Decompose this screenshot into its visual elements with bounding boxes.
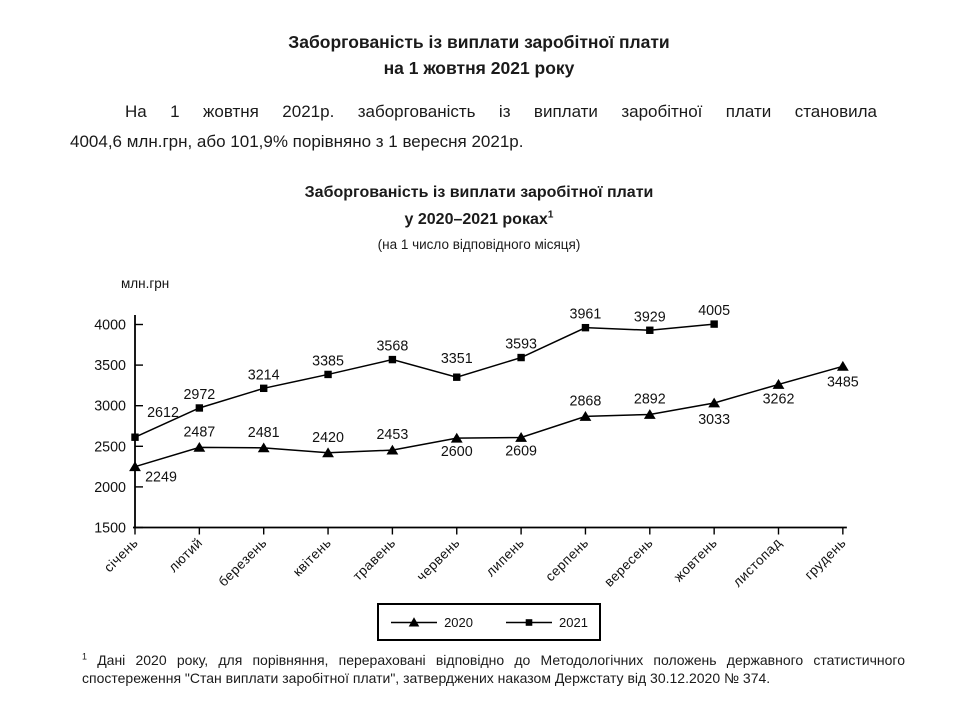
- data-label-2021: 3214: [248, 367, 280, 383]
- data-label-2020: 3033: [698, 412, 730, 428]
- footnote-line2: спостереження "Стан виплати заробітної п…: [82, 669, 771, 686]
- data-label-2020: 2609: [505, 443, 537, 459]
- x-tick-label: лютий: [166, 535, 206, 575]
- square-marker-icon: [388, 355, 397, 364]
- x-tick-label: травень: [350, 535, 399, 584]
- data-label-2021: 3351: [441, 351, 473, 367]
- wage-arrears-line-chart: 1500 2000 2500 3000 3500 4000 січень лютий берез…: [94, 303, 859, 590]
- x-tick-label: листопад: [730, 535, 785, 590]
- data-label-2021: 3929: [634, 309, 666, 325]
- x-tick-label: липень: [483, 535, 527, 579]
- y-tick-label: 1500: [94, 521, 126, 537]
- square-marker-icon: [131, 433, 139, 441]
- x-tick-label: вересень: [601, 535, 656, 590]
- data-label-2020: 2453: [376, 427, 408, 443]
- y-tick-label: 3500: [94, 358, 126, 374]
- document-title-line2: на 1 жовтня 2021 року: [383, 58, 575, 78]
- data-label-2020: 2892: [634, 391, 666, 407]
- x-tick-label: серпень: [542, 535, 591, 584]
- triangle-marker-icon: [579, 411, 592, 421]
- chart-title-line1: Заборгованість із виплати заробітної пла…: [304, 184, 654, 201]
- y-tick-label: 4000: [94, 318, 126, 334]
- data-label-2021: 3593: [505, 337, 537, 353]
- square-marker-icon: [517, 353, 525, 362]
- legend-triangle-marker-icon: [391, 616, 438, 626]
- y-axis-unit-label: млн.грн: [121, 276, 170, 291]
- y-tick-label: 2000: [94, 480, 126, 496]
- y-tick-label: 3000: [94, 399, 126, 415]
- triangle-marker-icon: [129, 461, 141, 472]
- square-marker-icon: [324, 370, 332, 379]
- y-tick-label: 2500: [94, 439, 126, 455]
- intro-paragraph: На 1 жовтня 2021р. заборгованість із вип…: [70, 97, 877, 157]
- x-tick-label: грудень: [802, 535, 849, 582]
- chart-title-line2: у 2020–2021 роках1: [0, 206, 958, 233]
- triangle-marker-icon: [515, 432, 527, 442]
- chart-subtitle: (на 1 число відповідного місяця): [377, 237, 581, 252]
- footnote-marker: 1: [82, 651, 87, 662]
- data-label-2020: 2868: [570, 393, 602, 409]
- square-marker-icon: [646, 326, 654, 334]
- legend-square-icon: [525, 618, 533, 626]
- x-tick-label: квітень: [290, 535, 334, 579]
- series-line-2021: [134, 323, 715, 438]
- series-line-2020: [134, 365, 844, 468]
- chart-title: Заборгованість із виплати заробітної пла…: [0, 179, 958, 254]
- data-label-2020: 3485: [827, 374, 859, 390]
- data-label-2021: 4005: [698, 303, 730, 319]
- triangle-marker-icon: [708, 397, 721, 408]
- square-marker-icon: [453, 373, 461, 381]
- x-tick-label: січень: [101, 535, 141, 575]
- triangle-marker-icon: [386, 444, 399, 455]
- legend-item-2020: 2020: [390, 615, 473, 630]
- chart-title-line2-text: у 2020–2021 роках: [404, 211, 548, 228]
- triangle-marker-icon: [450, 432, 463, 443]
- document-title-line1: Заборгованість із виплати заробітної пла…: [288, 32, 670, 52]
- data-label-2020: 2481: [248, 425, 280, 441]
- intro-paragraph-line2: 4004,6 млн.грн, або 101,9% порівняно з 1…: [70, 132, 524, 151]
- document-title: Заборгованість із виплати заробітної пла…: [0, 29, 958, 81]
- triangle-marker-icon: [257, 442, 270, 453]
- square-marker-icon: [260, 384, 268, 393]
- data-label-2020: 2249: [145, 470, 177, 486]
- data-label-2021: 3961: [570, 307, 602, 323]
- data-label-2020: 2420: [312, 430, 344, 446]
- triangle-marker-icon: [836, 360, 849, 371]
- legend-label-2021: 2021: [559, 614, 588, 630]
- square-marker-icon: [710, 320, 718, 328]
- legend-label-2020: 2020: [444, 614, 473, 630]
- x-tick-label: жовтень: [671, 535, 720, 584]
- data-label-2020: 2600: [441, 444, 473, 460]
- chart-legend: 2020 2021: [377, 603, 601, 641]
- footnote-line1-text: Дані 2020 року, для порівняння, перерахо…: [97, 652, 905, 668]
- legend-square-marker-icon: [506, 618, 552, 626]
- triangle-marker-icon: [643, 409, 656, 419]
- square-marker-icon: [195, 404, 204, 412]
- footnote-line1: 1 Дані 2020 року, для порівняння, перера…: [82, 652, 905, 670]
- square-marker-icon: [581, 323, 590, 332]
- data-label-2021: 3385: [312, 353, 344, 369]
- x-tick-label: березень: [215, 535, 269, 589]
- footnote: 1 Дані 2020 року, для порівняння, перера…: [82, 652, 905, 687]
- data-label-2020: 2487: [183, 424, 215, 440]
- data-label-2020: 3262: [763, 391, 795, 407]
- triangle-marker-icon: [772, 379, 785, 389]
- data-label-2021: 3568: [376, 339, 408, 355]
- chart-title-footnote-ref: 1: [547, 209, 554, 221]
- data-label-2021: 2972: [183, 387, 215, 403]
- data-label-2021: 2612: [147, 405, 179, 421]
- intro-paragraph-line1: На 1 жовтня 2021р. заборгованість із вип…: [125, 102, 877, 121]
- x-tick-label: червень: [414, 535, 463, 584]
- triangle-marker-icon: [193, 441, 206, 452]
- legend-item-2021: 2021: [505, 615, 588, 630]
- triangle-marker-icon: [322, 447, 334, 458]
- legend-triangle-icon: [408, 616, 420, 626]
